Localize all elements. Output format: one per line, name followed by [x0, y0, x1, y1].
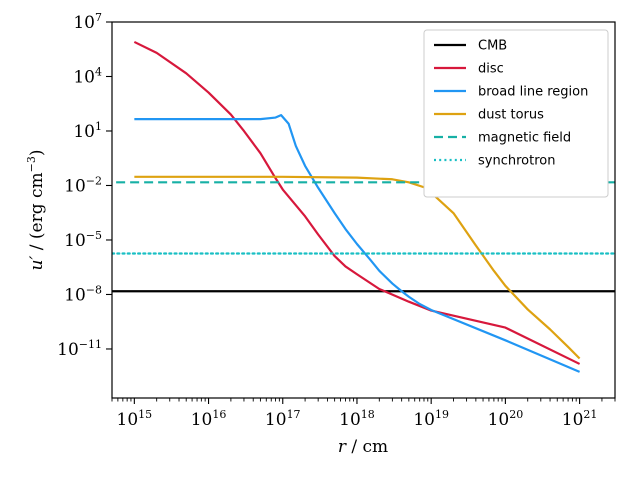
- y-axis-unit-exponent: −3: [25, 156, 38, 172]
- y-tick-label-6-base: 10: [73, 13, 95, 33]
- x-tick-label-0-base: 10: [117, 410, 139, 430]
- x-tick-label-4: 1019: [413, 408, 449, 430]
- x-tick-label-5-exp: 20: [509, 408, 523, 421]
- legend: CMB disc broad line region dust torus magnet…: [423, 29, 609, 198]
- x-tick-label-6: 1021: [562, 408, 598, 430]
- y-tick-label-5-exp: 4: [95, 65, 102, 78]
- y-axis-close: ): [27, 150, 47, 157]
- y-tick-label-0-exp: −11: [79, 338, 102, 351]
- x-tick-label-5: 1020: [488, 408, 524, 430]
- y-tick-label-2-base: 10: [64, 231, 86, 251]
- x-tick-label-6-base: 10: [562, 410, 584, 430]
- x-tick-label-6-exp: 21: [583, 408, 597, 421]
- y-tick-label-2-exp: −5: [86, 229, 102, 242]
- x-axis-unit: cm: [363, 437, 389, 457]
- legend-items: CMB disc broad line region dust torus magnet…: [434, 39, 588, 169]
- y-axis-label: u′ / (erg cm−3): [25, 150, 47, 271]
- y-tick-label-2: 10−5: [64, 229, 102, 251]
- x-tick-label-1-base: 10: [191, 410, 213, 430]
- x-axis-label: r / cm: [338, 437, 388, 457]
- y-axis-symbol: u′: [27, 256, 47, 271]
- y-tick-label-1-exp: −8: [86, 283, 102, 296]
- y-tick-label-4-base: 10: [73, 122, 95, 142]
- y-tick-label-5-base: 10: [73, 67, 95, 87]
- x-tick-label-2-exp: 17: [287, 408, 301, 421]
- y-tick-label-6: 107: [73, 11, 102, 33]
- y-tick-label-3-exp: −2: [86, 174, 102, 187]
- series-dust-torus: [134, 175, 581, 360]
- y-tick-label-3-base: 10: [64, 176, 86, 196]
- x-tick-label-4-base: 10: [413, 410, 435, 430]
- series-broad-line-region: [134, 114, 581, 373]
- legend-label-dust-torus: dust torus: [478, 108, 544, 123]
- x-tick-label-0: 1015: [117, 408, 153, 430]
- plot-frame: [111, 21, 616, 399]
- x-tick-label-3: 1018: [339, 408, 375, 430]
- y-tick-label-4: 101: [73, 120, 102, 142]
- y-tick-label-4-exp: 1: [95, 120, 102, 133]
- y-tick-label-5: 104: [73, 65, 102, 87]
- x-tick-label-1: 1016: [191, 408, 227, 430]
- legend-label-disc: disc: [478, 62, 504, 77]
- legend-label-magnetic-field: magnetic field: [478, 131, 571, 146]
- x-tick-label-0-exp: 15: [138, 408, 152, 421]
- y-tick-label-3: 10−2: [64, 174, 102, 196]
- y-axis-unit: (erg cm: [27, 172, 47, 239]
- legend-label-broad-line-region: broad line region: [478, 85, 588, 100]
- y-tick-label-0: 10−11: [57, 338, 102, 360]
- x-tick-label-2: 1017: [265, 408, 301, 430]
- series-disc: [133, 40, 581, 365]
- y-tick-label-0-base: 10: [57, 340, 79, 360]
- legend-label-synchrotron: synchrotron: [478, 154, 555, 169]
- x-tick-label-3-exp: 18: [361, 408, 375, 421]
- x-tick-label-4-exp: 19: [435, 408, 449, 421]
- x-axis-symbol: r: [338, 437, 347, 457]
- x-tick-label-3-base: 10: [339, 410, 361, 430]
- y-tick-label-6-exp: 7: [95, 11, 102, 24]
- x-axis-separator: /: [346, 437, 363, 457]
- x-tick-label-2-base: 10: [265, 410, 287, 430]
- legend-label-cmb: CMB: [478, 39, 507, 54]
- y-axis-separator: /: [27, 239, 47, 256]
- ticks-layer: 1015 1016 1017 1018 1019 1020 102110−1110−810−…: [57, 11, 616, 430]
- legend-box: [423, 29, 609, 198]
- series-layer: [112, 40, 615, 373]
- y-tick-label-1: 10−8: [64, 283, 102, 305]
- x-tick-label-5-base: 10: [488, 410, 510, 430]
- y-tick-label-1-base: 10: [64, 285, 86, 305]
- x-tick-label-1-exp: 16: [212, 408, 226, 421]
